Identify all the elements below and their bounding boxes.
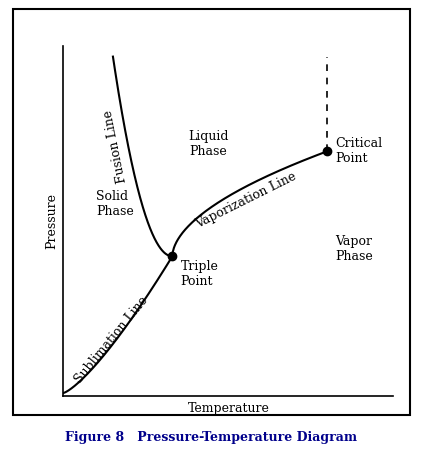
Text: Sublimation Line: Sublimation Line bbox=[72, 294, 151, 386]
Y-axis label: Pressure: Pressure bbox=[45, 193, 58, 249]
Text: Vapor
Phase: Vapor Phase bbox=[335, 235, 373, 263]
Text: Triple
Point: Triple Point bbox=[181, 260, 218, 288]
Text: Liquid
Phase: Liquid Phase bbox=[188, 130, 229, 158]
Text: Vaporization Line: Vaporization Line bbox=[194, 170, 299, 231]
Text: Critical
Point: Critical Point bbox=[336, 137, 383, 165]
X-axis label: Temperature: Temperature bbox=[187, 402, 269, 415]
Text: Fusion Line: Fusion Line bbox=[102, 109, 129, 184]
Text: Solid
Phase: Solid Phase bbox=[96, 190, 134, 218]
Text: Figure 8   Pressure-Temperature Diagram: Figure 8 Pressure-Temperature Diagram bbox=[66, 431, 357, 444]
